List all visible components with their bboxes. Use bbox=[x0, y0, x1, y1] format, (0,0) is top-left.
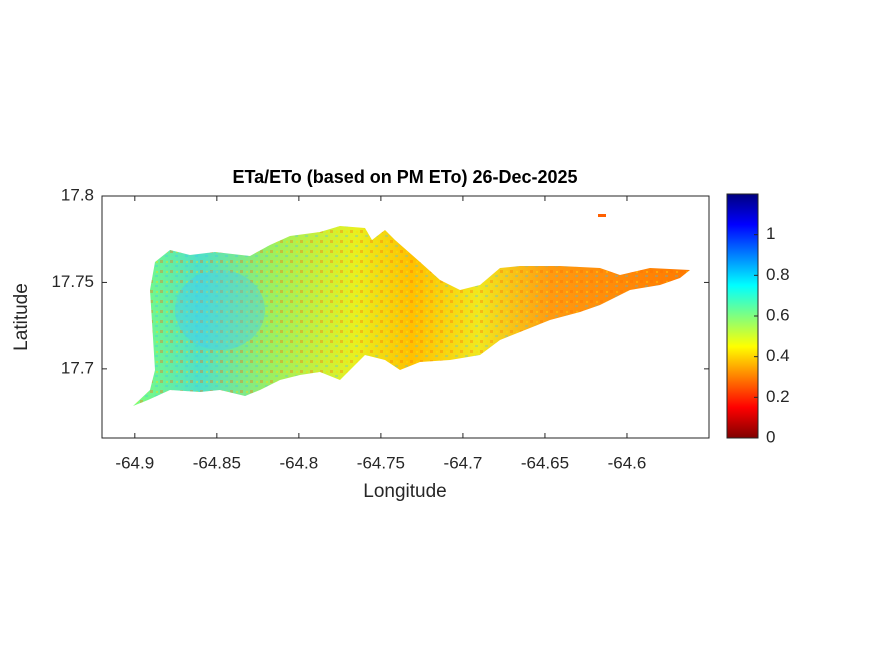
colorbar-tick-label: 0.6 bbox=[766, 305, 790, 324]
colorbar-tick-label: 0.4 bbox=[766, 346, 790, 365]
y-tick-label: 17.7 bbox=[61, 358, 94, 377]
x-axis-label: Longitude bbox=[363, 481, 446, 502]
x-tick-label: -64.7 bbox=[444, 453, 483, 472]
x-tick-label: -64.85 bbox=[193, 453, 241, 472]
x-tick-label: -64.6 bbox=[608, 453, 647, 472]
y-tick-label: 17.8 bbox=[61, 185, 94, 204]
colorbar-tick-label: 0.2 bbox=[766, 387, 790, 406]
colorbar bbox=[726, 193, 759, 439]
colorbar-tick-label: 1 bbox=[766, 224, 775, 243]
x-tick-label: -64.8 bbox=[279, 453, 318, 472]
island-texture bbox=[133, 226, 690, 406]
island-raster bbox=[133, 214, 690, 406]
chart-title: ETa/ETo (based on PM ETo) 26-Dec-2025 bbox=[232, 167, 577, 187]
islet bbox=[598, 214, 606, 217]
y-axis-label: Latitude bbox=[11, 283, 32, 351]
x-tick-label: -64.65 bbox=[521, 453, 569, 472]
y-tick-label: 17.75 bbox=[51, 272, 94, 291]
x-tick-label: -64.9 bbox=[115, 453, 154, 472]
colorbar-tick-label: 0 bbox=[766, 427, 775, 446]
colorbar-tick-label: 0.8 bbox=[766, 265, 790, 284]
wet-area bbox=[175, 270, 265, 350]
x-tick-label: -64.75 bbox=[357, 453, 405, 472]
